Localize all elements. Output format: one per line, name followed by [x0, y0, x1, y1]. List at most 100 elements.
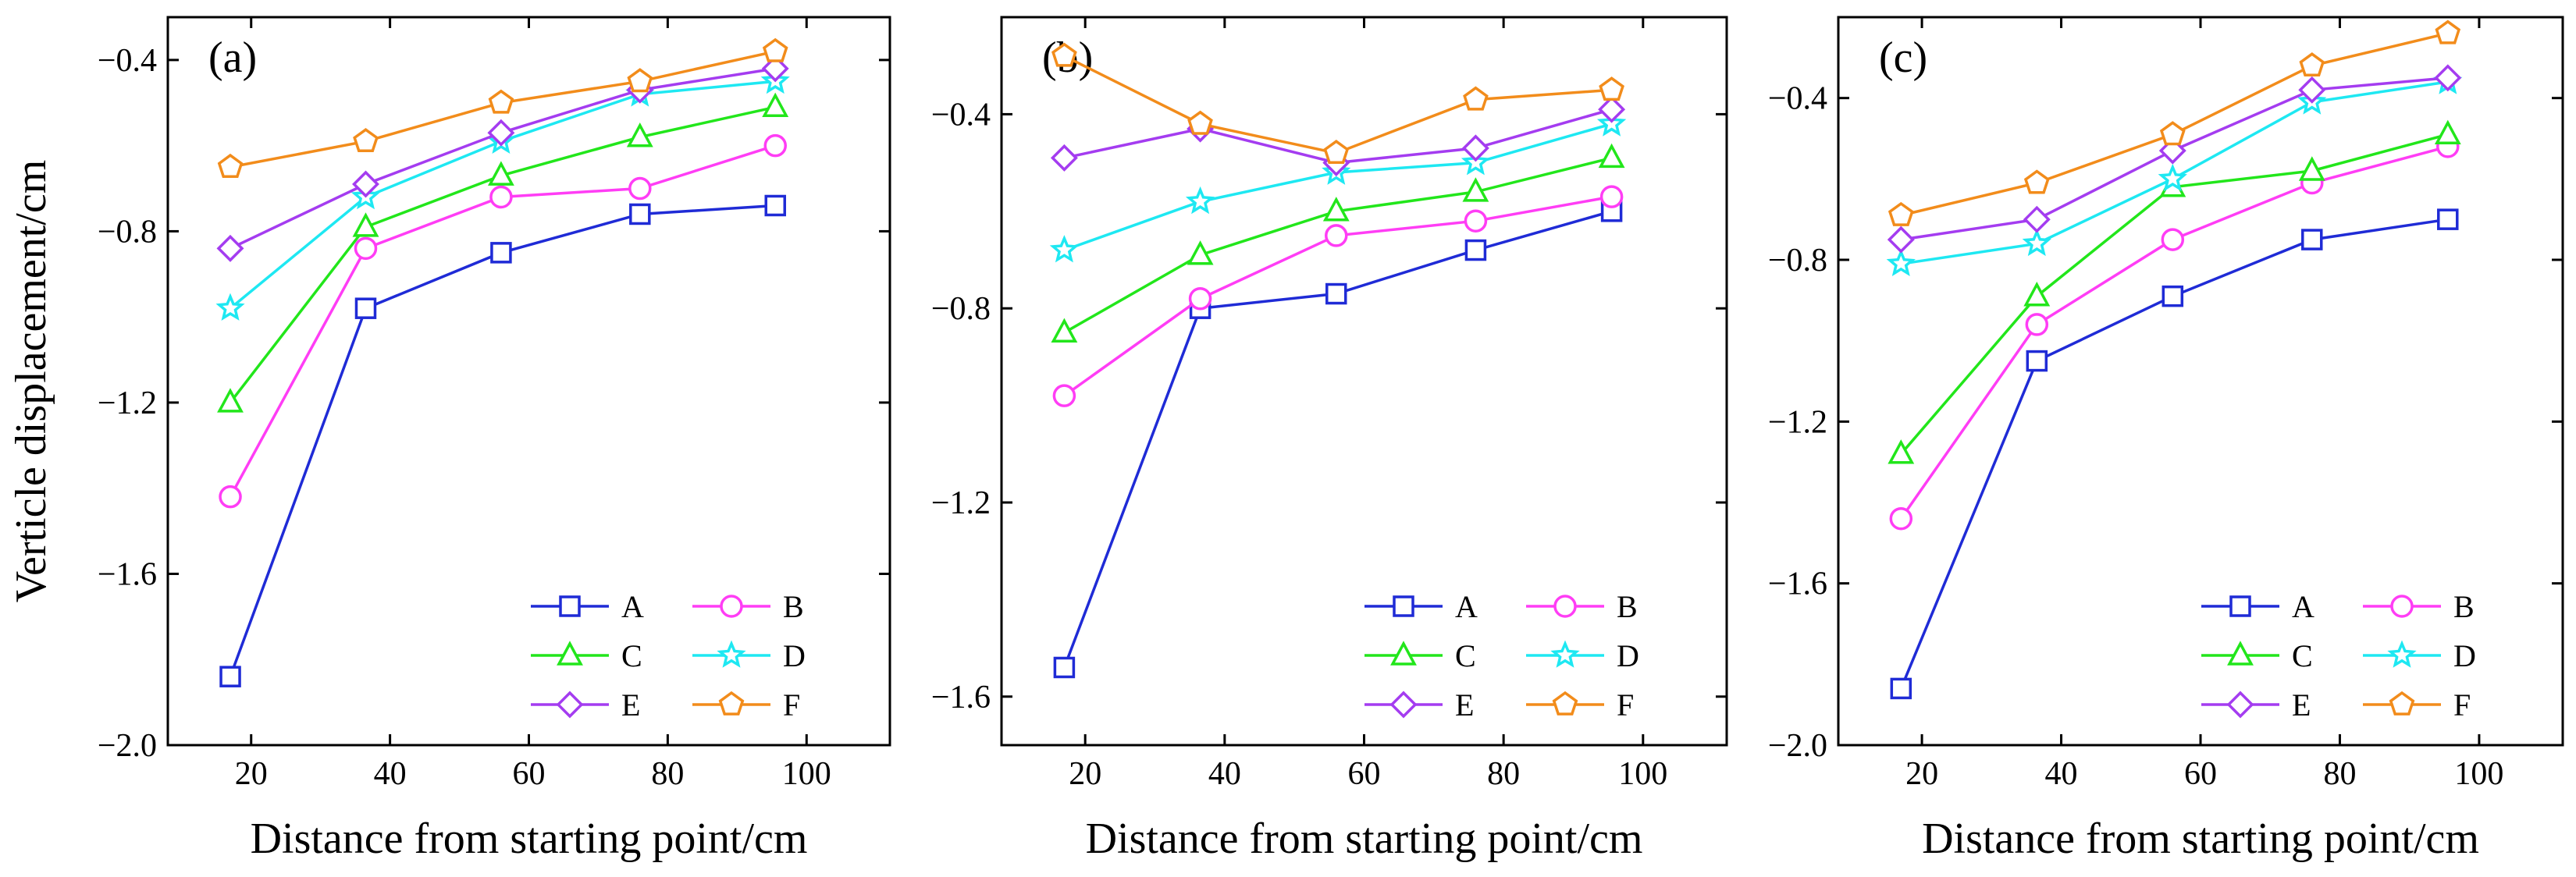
legend-marker-D [717, 640, 746, 668]
data-point-C [2298, 156, 2325, 181]
y-tick-label: −1.2 [931, 485, 991, 521]
legend-label-B: B [2453, 589, 2475, 624]
data-point-B [1464, 209, 1488, 233]
legend-marker-A [559, 595, 581, 617]
data-point-A [1464, 239, 1487, 261]
panel-label: (a) [208, 34, 257, 82]
x-tick-label: 60 [513, 756, 546, 792]
series-A [219, 194, 786, 687]
y-tick-label: −1.2 [98, 385, 157, 421]
data-point-F [488, 89, 514, 114]
data-point-D [215, 293, 245, 321]
data-point-A [490, 242, 512, 264]
x-tick-label: 80 [651, 756, 684, 792]
y-tick-label: −0.8 [98, 214, 157, 250]
data-point-F [2159, 121, 2186, 146]
x-tick-label: 40 [374, 756, 407, 792]
data-point-E [1598, 95, 1626, 123]
data-point-E [352, 170, 379, 198]
data-point-E [1461, 134, 1489, 162]
series-B [1052, 185, 1624, 407]
series-B [219, 133, 787, 509]
data-point-B [1325, 224, 1348, 247]
legend-marker-B [720, 595, 743, 618]
data-point-D [1886, 248, 1916, 277]
x-tick-label: 20 [235, 756, 268, 792]
x-tick-label: 100 [1618, 756, 1667, 792]
data-point-F [1888, 201, 1914, 226]
data-point-B [763, 133, 787, 158]
legend-label-F: F [2453, 687, 2471, 723]
data-point-C [217, 388, 244, 413]
y-axis-title: Verticle displacement/cm [7, 160, 55, 603]
data-point-A [1325, 282, 1347, 305]
data-point-F [762, 37, 788, 62]
legend-label-C: C [621, 638, 642, 673]
chart-panel-3: 20 40 60 80 100 −2.0 −1.6 −1.2 −0.8 −0.4 Distance … [1768, 16, 2564, 863]
y-tick-label: −0.8 [1768, 243, 1827, 279]
data-point-D [2158, 163, 2187, 192]
y-tick-label: −1.2 [1768, 404, 1827, 440]
x-tick-label: 60 [2184, 756, 2217, 792]
legend-label-D: D [2453, 638, 2476, 673]
data-point-C [626, 122, 653, 147]
data-point-A [219, 666, 241, 687]
data-point-B [1188, 287, 1212, 311]
x-axis-title: Distance from starting point/cm [1922, 815, 2479, 863]
x-tick-label: 100 [782, 756, 831, 792]
data-point-B [1052, 384, 1076, 407]
data-point-C [1322, 197, 1350, 222]
data-point-E [2023, 205, 2051, 233]
legend-label-E: E [2292, 687, 2311, 723]
legend-marker-B [1553, 595, 1577, 618]
series-C [217, 92, 789, 413]
legend-label-A: A [2292, 589, 2314, 624]
data-point-B [2025, 313, 2049, 336]
legend-label-C: C [2292, 638, 2313, 673]
data-point-D [2022, 228, 2051, 257]
data-point-F [2299, 52, 2325, 77]
data-point-C [762, 92, 789, 118]
panel-label: (c) [1879, 34, 1927, 82]
plot-frame [166, 16, 891, 747]
data-point-C [352, 212, 379, 237]
series-E [1887, 64, 2462, 254]
x-tick-label: 100 [2454, 756, 2503, 792]
data-point-F [1599, 76, 1624, 101]
data-point-E [216, 234, 244, 262]
legend-label-C: C [1455, 638, 1476, 673]
legend-marker-D [2387, 640, 2417, 668]
legend-label-E: E [1455, 687, 1474, 723]
legend-marker-A [2229, 595, 2251, 617]
series-line-F [1063, 55, 1612, 155]
legend-label-B: B [783, 589, 804, 624]
data-point-C [1462, 177, 1489, 202]
legend-marker-A [1393, 595, 1414, 617]
data-point-E [1887, 225, 1915, 254]
legend-marker-C [2227, 641, 2254, 666]
data-point-F [1323, 140, 1350, 165]
data-point-E [2298, 76, 2326, 104]
legend: A B C D E F [1364, 589, 1639, 723]
x-tick-label: 80 [2323, 756, 2356, 792]
data-point-A [2301, 229, 2323, 250]
series-line-B [1899, 145, 2449, 520]
series-F [217, 37, 788, 178]
x-tick-label: 80 [1487, 756, 1520, 792]
data-point-E [1050, 144, 1078, 172]
plot-frame [1837, 16, 2564, 747]
data-point-F [1051, 42, 1077, 67]
legend: A B C D E F [531, 589, 806, 723]
series-F [1051, 42, 1624, 165]
y-tick-label: −0.4 [98, 43, 157, 79]
y-tick-label: −0.4 [1768, 81, 1827, 117]
data-point-D [1049, 235, 1080, 263]
x-tick-label: 20 [1905, 756, 1938, 792]
series-C [1051, 143, 1625, 343]
series-A [1053, 201, 1623, 679]
data-point-E [487, 119, 515, 147]
legend-marker-F [718, 691, 745, 715]
legend-label-A: A [621, 589, 644, 624]
data-point-C [1598, 143, 1625, 169]
